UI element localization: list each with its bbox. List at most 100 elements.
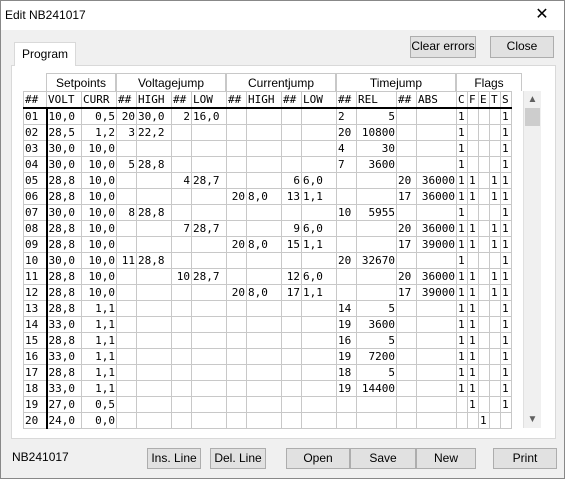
table-cell[interactable]: [281, 124, 302, 141]
table-cell[interactable]: 28,7: [191, 172, 227, 189]
table-cell[interactable]: 9: [281, 220, 302, 237]
table-cell[interactable]: [191, 236, 227, 253]
table-cell[interactable]: 20: [226, 284, 247, 301]
table-cell[interactable]: [281, 332, 302, 349]
table-cell[interactable]: 33,0: [46, 348, 82, 365]
table-cell[interactable]: [396, 156, 417, 173]
table-row[interactable]: 02 28,5 1,2 3 22,2 20 10800 1 1: [23, 124, 512, 141]
table-cell[interactable]: [226, 124, 247, 141]
table-cell[interactable]: [136, 380, 172, 397]
table-cell[interactable]: 1: [456, 348, 468, 365]
table-cell[interactable]: 1,1: [81, 380, 117, 397]
table-cell[interactable]: 32670: [356, 252, 397, 269]
table-cell[interactable]: 36000: [416, 220, 457, 237]
table-cell[interactable]: [416, 300, 457, 317]
table-cell[interactable]: [136, 284, 172, 301]
table-row[interactable]: 04 30,0 10,0 5 28,8 7 3600 1 1: [23, 156, 512, 173]
table-cell[interactable]: [396, 124, 417, 141]
table-cell[interactable]: 1: [456, 316, 468, 333]
table-cell[interactable]: 1,1: [81, 348, 117, 365]
table-cell[interactable]: [396, 252, 417, 269]
close-button[interactable]: Close: [490, 36, 554, 58]
table-cell[interactable]: [191, 412, 227, 429]
table-cell[interactable]: [336, 268, 357, 285]
table-cell[interactable]: 1: [500, 140, 512, 157]
table-cell[interactable]: [301, 204, 337, 221]
table-cell[interactable]: [246, 156, 282, 173]
table-cell[interactable]: [396, 332, 417, 349]
table-cell[interactable]: 20: [336, 124, 357, 141]
table-cell[interactable]: 10,0: [81, 140, 117, 157]
table-cell[interactable]: [467, 140, 479, 157]
table-cell[interactable]: 1: [456, 268, 468, 285]
table-cell[interactable]: [416, 380, 457, 397]
table-cell[interactable]: [500, 412, 512, 429]
table-cell[interactable]: [478, 284, 490, 301]
table-cell[interactable]: [281, 348, 302, 365]
table-cell[interactable]: [191, 252, 227, 269]
table-cell[interactable]: 1: [456, 172, 468, 189]
table-cell[interactable]: [416, 332, 457, 349]
table-cell[interactable]: [226, 380, 247, 397]
table-cell[interactable]: 28,7: [191, 268, 227, 285]
table-cell[interactable]: 19: [336, 348, 357, 365]
table-cell[interactable]: 8,0: [246, 188, 282, 205]
table-cell[interactable]: 22,2: [136, 124, 172, 141]
table-cell[interactable]: [136, 364, 172, 381]
table-cell[interactable]: [116, 364, 137, 381]
table-cell[interactable]: [191, 364, 227, 381]
table-cell[interactable]: 2: [171, 107, 192, 125]
table-cell[interactable]: [171, 348, 192, 365]
table-cell[interactable]: 30,0: [136, 107, 172, 125]
table-cell[interactable]: 28,8: [136, 204, 172, 221]
table-cell[interactable]: [478, 364, 490, 381]
table-cell[interactable]: [226, 300, 247, 317]
table-cell[interactable]: [301, 156, 337, 173]
table-cell[interactable]: [116, 332, 137, 349]
table-cell[interactable]: [478, 124, 490, 141]
table-cell[interactable]: [171, 284, 192, 301]
scroll-thumb[interactable]: [525, 108, 540, 126]
table-cell[interactable]: [301, 140, 337, 157]
tab-program[interactable]: Program: [14, 42, 76, 66]
table-cell[interactable]: [226, 107, 247, 125]
table-cell[interactable]: 1: [467, 188, 479, 205]
table-cell[interactable]: 1: [500, 268, 512, 285]
table-cell[interactable]: 39000: [416, 284, 457, 301]
table-row[interactable]: 20 24,0 0,0 1: [23, 412, 512, 429]
table-cell[interactable]: 28,8: [46, 220, 82, 237]
table-cell[interactable]: 1: [467, 172, 479, 189]
table-cell[interactable]: 30,0: [46, 252, 82, 269]
table-cell[interactable]: 1,1: [81, 316, 117, 333]
table-cell[interactable]: [246, 107, 282, 125]
table-cell[interactable]: [336, 236, 357, 253]
table-cell[interactable]: 1: [500, 156, 512, 173]
table-cell[interactable]: [246, 220, 282, 237]
table-cell[interactable]: [467, 156, 479, 173]
table-cell[interactable]: [456, 396, 468, 413]
table-cell[interactable]: 8,0: [246, 284, 282, 301]
table-row[interactable]: 19 27,0 0,5 1 1: [23, 396, 512, 413]
table-cell[interactable]: 30,0: [46, 140, 82, 157]
table-cell[interactable]: 10,0: [81, 172, 117, 189]
table-cell[interactable]: [116, 236, 137, 253]
table-cell[interactable]: [281, 140, 302, 157]
table-cell[interactable]: 1: [489, 188, 501, 205]
table-cell[interactable]: [116, 268, 137, 285]
table-cell[interactable]: [226, 332, 247, 349]
table-cell[interactable]: 7200: [356, 348, 397, 365]
table-cell[interactable]: [136, 188, 172, 205]
table-cell[interactable]: [116, 396, 137, 413]
table-cell[interactable]: [396, 300, 417, 317]
table-cell[interactable]: 4: [171, 172, 192, 189]
table-cell[interactable]: 1: [500, 204, 512, 221]
table-cell[interactable]: 20: [396, 220, 417, 237]
table-cell[interactable]: [246, 396, 282, 413]
table-cell[interactable]: [416, 396, 457, 413]
table-cell[interactable]: [336, 412, 357, 429]
table-cell[interactable]: [191, 156, 227, 173]
table-cell[interactable]: [396, 380, 417, 397]
table-cell[interactable]: 12: [281, 268, 302, 285]
table-cell[interactable]: 30,0: [46, 156, 82, 173]
table-cell[interactable]: [396, 204, 417, 221]
